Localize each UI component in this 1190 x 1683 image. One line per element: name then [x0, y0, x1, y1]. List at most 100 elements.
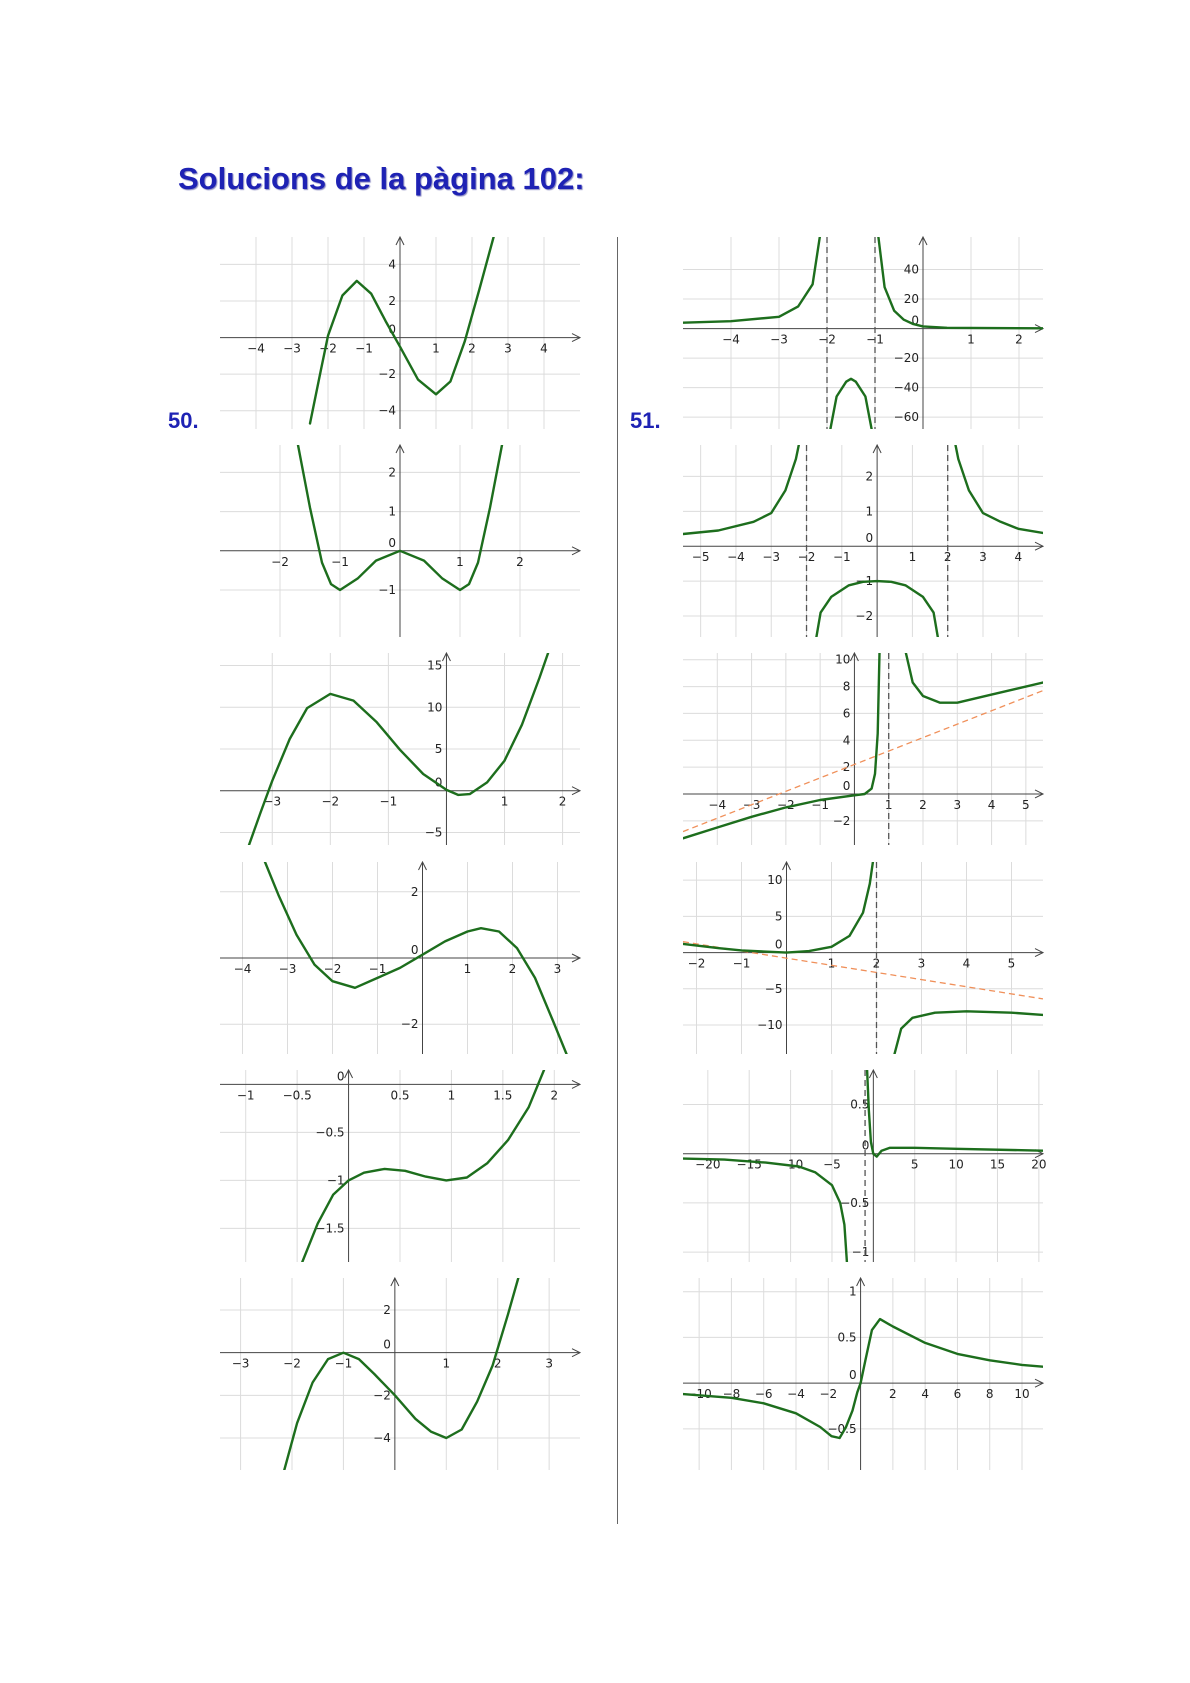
y-tick-label: −5: [765, 982, 783, 996]
x-tick-label: 5: [911, 1158, 919, 1172]
x-tick-label: 5: [1008, 957, 1016, 971]
plot-50f: −3 −2 −1 1 2 3 −4 −2 2 0: [220, 1276, 582, 1470]
plot-50e: −1 −0.5 0.5 1 1.5 2 −1.5 −1 −0.5 0: [220, 1068, 582, 1262]
x-tick-label: −4: [234, 962, 252, 976]
x-tick-label: 4: [1014, 550, 1022, 564]
x-axis-arrow: [1034, 948, 1045, 958]
grid-lines: [220, 1070, 580, 1262]
x-tick-label: −3: [263, 795, 281, 809]
x-tick-label: 2: [494, 1357, 502, 1371]
grid-lines: [683, 862, 1043, 1054]
x-tick-label: −3: [762, 550, 780, 564]
y-axis-arrow: [782, 860, 791, 871]
page-title: Solucions de la pàgina 102:: [178, 161, 585, 196]
exercise-51-label: 51.: [630, 408, 661, 433]
x-axis-arrow: [571, 953, 582, 963]
grid-lines: [683, 1070, 1043, 1262]
origin-label: 0: [388, 536, 396, 550]
y-tick-label: 2: [388, 294, 396, 308]
x-axis-arrow: [571, 1079, 582, 1089]
x-tick-label: −1: [331, 555, 349, 569]
x-tick-label: −1: [733, 957, 751, 971]
origin-label: 0: [775, 938, 783, 952]
x-tick-label: 1: [432, 342, 440, 356]
origin-label: 0: [411, 943, 419, 957]
origin-label: 0: [388, 323, 396, 337]
y-tick-label: 5: [435, 742, 443, 756]
y-tick-label: 4: [843, 733, 851, 747]
x-tick-label: −2: [321, 795, 339, 809]
y-tick-label: −20: [894, 351, 919, 365]
function-curve: [683, 237, 821, 324]
x-tick-label: −6: [755, 1387, 773, 1401]
y-tick-label: −2: [833, 814, 851, 828]
y-tick-label: −2: [373, 1388, 391, 1402]
y-axis-arrow: [418, 860, 427, 871]
grid-lines: [683, 1278, 1043, 1470]
x-tick-label: −1: [369, 962, 387, 976]
x-tick-label: 5: [1022, 798, 1030, 812]
origin-label: 0: [911, 314, 919, 328]
x-tick-label: 1: [442, 1357, 450, 1371]
plot-51f: −10 −8 −6 −4 −2 2 4 6 8 10−0.50.510: [683, 1276, 1045, 1470]
function-curve: [815, 579, 939, 637]
x-tick-label: 3: [545, 1357, 553, 1371]
function-curve: [683, 1157, 849, 1262]
y-tick-label: 15: [427, 659, 442, 673]
x-tick-label: 3: [979, 550, 987, 564]
x-tick-label: 1: [501, 795, 509, 809]
function-curve: [301, 1070, 546, 1262]
x-tick-label: 2: [889, 1387, 897, 1401]
function-curve: [954, 445, 1043, 535]
function-curve: [893, 1010, 1043, 1054]
y-axis-arrow: [390, 1276, 400, 1287]
y-tick-label: −40: [894, 381, 919, 395]
x-tick-label: 3: [918, 957, 926, 971]
x-tick-label: 4: [540, 342, 548, 356]
y-tick-label: 5: [775, 909, 783, 923]
y-tick-label: −0.5: [827, 1422, 856, 1436]
function-curve: [877, 237, 1043, 330]
y-tick-label: 2: [865, 469, 873, 483]
x-tick-label: 3: [554, 962, 562, 976]
function-curve: [263, 862, 568, 1054]
y-tick-label: 10: [835, 653, 850, 667]
exercise-50-label: 50.: [168, 408, 199, 433]
y-tick-label: 20: [904, 292, 919, 306]
y-tick-label: −4: [378, 404, 396, 418]
x-tick-label: −1: [237, 1088, 255, 1102]
y-axis-arrow: [442, 651, 451, 662]
function-curve: [247, 653, 550, 845]
function-curve: [683, 862, 875, 954]
oblique-asymptote: [683, 689, 1043, 833]
y-tick-label: −1: [378, 583, 396, 597]
x-tick-label: 2: [559, 795, 567, 809]
x-axis-arrow: [571, 546, 582, 556]
y-tick-label: 6: [843, 706, 851, 720]
y-tick-label: 2: [383, 1303, 391, 1317]
x-tick-label: 1: [909, 550, 917, 564]
y-axis-arrow: [395, 235, 405, 246]
x-axis-arrow: [571, 1348, 582, 1358]
y-tick-label: 0.5: [837, 1330, 856, 1344]
x-tick-label: −1: [833, 550, 851, 564]
x-tick-label: −1: [335, 1357, 353, 1371]
x-tick-label: 15: [990, 1158, 1005, 1172]
y-tick-label: 4: [388, 257, 396, 271]
x-tick-label: 1: [456, 555, 464, 569]
plot-50d: −4 −3 −2 −1 1 2 3 −2 2 0: [220, 860, 582, 1054]
x-tick-label: 4: [988, 798, 996, 812]
x-tick-label: −3: [283, 342, 301, 356]
function-curve: [904, 653, 1043, 704]
y-axis-arrow: [395, 443, 405, 454]
function-curve: [283, 1278, 520, 1470]
y-tick-label: −0.5: [840, 1196, 869, 1210]
y-axis-arrow: [868, 1068, 878, 1079]
origin-label: 0: [843, 779, 851, 793]
x-tick-label: 1: [448, 1088, 456, 1102]
y-tick-label: 1: [865, 504, 873, 518]
x-tick-label: −2: [819, 1387, 837, 1401]
y-axis-arrow: [344, 1068, 354, 1079]
